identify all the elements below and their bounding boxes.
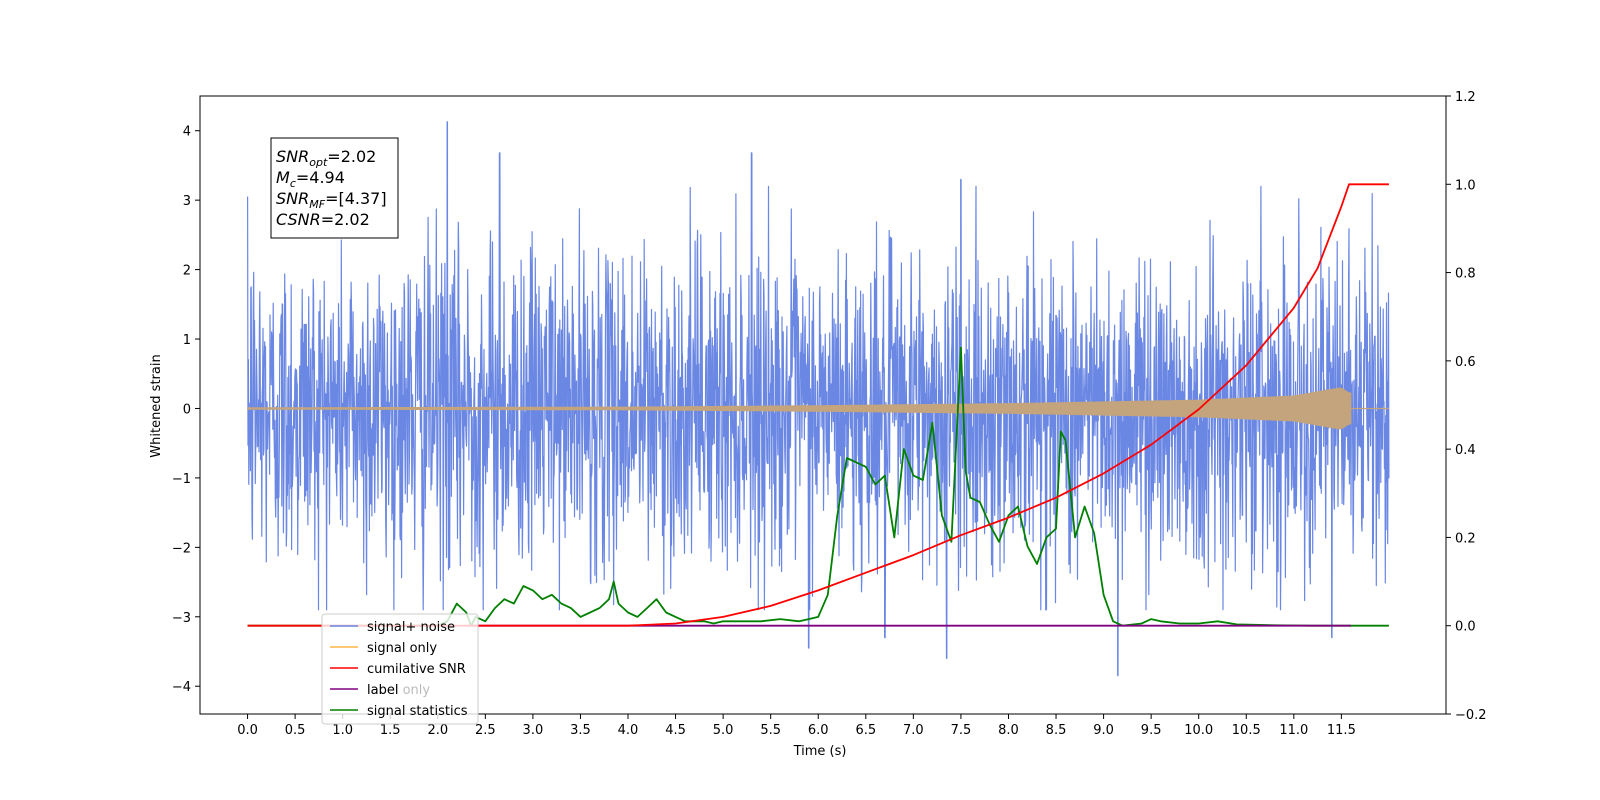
x-tick-label: 5.0	[713, 723, 734, 738]
y-left-tick-label: 1	[183, 333, 191, 348]
x-tick-label: 1.5	[380, 723, 401, 738]
x-tick-label: 0.0	[237, 723, 258, 738]
x-tick-label: 2.0	[427, 723, 448, 738]
series-cumulative-snr	[247, 183, 1389, 627]
y-axis-label: Whitened strain	[149, 354, 164, 457]
x-tick-label: 6.5	[855, 723, 876, 738]
y-right-tick-label: 0.8	[1455, 267, 1476, 282]
plot-area	[247, 121, 1390, 677]
legend: signal+ noise signal only cumilative SNR si…	[321, 613, 479, 725]
x-tick-label: 10.0	[1184, 723, 1213, 738]
series-signal-only	[247, 387, 1352, 430]
legend-entry: label	[367, 683, 398, 698]
x-tick-label: 5.5	[760, 723, 781, 738]
legend-entry-faint: label only	[367, 683, 430, 698]
y-right-tick-label: −0.2	[1455, 708, 1487, 723]
series-signal-noise	[247, 121, 1390, 677]
x-tick-label: 1.0	[332, 723, 353, 738]
annotation-line: SNRMF=[4.37]	[276, 189, 387, 211]
ticks: 0.0 0.5 1.0 1.5 2.0 2.5 3.0 3.5 4.0 4.5 5.0 5.5 6.0 6…	[172, 90, 1487, 738]
y-left-tick-label: 3	[183, 194, 191, 209]
x-tick-label: 11.5	[1327, 723, 1356, 738]
x-tick-label: 9.5	[1141, 723, 1162, 738]
x-tick-label: 8.0	[998, 723, 1019, 738]
x-tick-label: 9.0	[1093, 723, 1114, 738]
y-left-tick-label: −1	[172, 472, 191, 487]
x-tick-label: 11.0	[1279, 723, 1308, 738]
x-tick-label: 8.5	[1046, 723, 1067, 738]
y-left-tick-label: −4	[172, 680, 191, 695]
annotation-line: SNRopt=2.02	[276, 147, 376, 169]
y-left-tick-label: 4	[183, 125, 191, 140]
y-right-tick-label: 0.0	[1455, 620, 1476, 635]
legend-entry: signal only	[367, 641, 437, 656]
x-tick-label: 3.5	[570, 723, 591, 738]
annotation-line: Mc=4.94	[276, 168, 345, 190]
y-right-tick-label: 0.4	[1455, 443, 1476, 458]
x-tick-label: 2.5	[475, 723, 496, 738]
y-left-tick-label: −3	[172, 611, 191, 626]
annotation-line: CSNR=2.02	[276, 210, 370, 229]
legend-entry: signal+ noise	[367, 620, 455, 635]
y-right-tick-label: 1.2	[1455, 90, 1476, 105]
y-right-tick-label: 0.2	[1455, 531, 1476, 546]
x-tick-label: 7.0	[903, 723, 924, 738]
axes-frame	[199, 95, 1447, 715]
x-tick-label: 4.0	[618, 723, 639, 738]
y-left-tick-label: 2	[183, 264, 191, 279]
x-tick-label: 4.5	[665, 723, 686, 738]
x-tick-label: 0.5	[285, 723, 306, 738]
y-right-tick-label: 1.0	[1455, 178, 1476, 193]
y-left-tick-label: 0	[183, 402, 191, 417]
legend-frame	[321, 613, 479, 725]
x-axis-label: Time (s)	[793, 744, 847, 759]
x-tick-label: 6.0	[808, 723, 829, 738]
annotation-frame	[270, 137, 399, 239]
x-tick-label: 3.0	[523, 723, 544, 738]
y-right-tick-label: 0.6	[1455, 355, 1476, 370]
legend-entry: signal statistics	[367, 704, 468, 719]
legend-entry: cumilative SNR	[367, 662, 466, 677]
x-tick-label: 7.5	[951, 723, 972, 738]
series-signal-statistics	[247, 346, 1389, 627]
x-tick-label: 10.5	[1232, 723, 1261, 738]
y-left-tick-label: −2	[172, 541, 191, 556]
